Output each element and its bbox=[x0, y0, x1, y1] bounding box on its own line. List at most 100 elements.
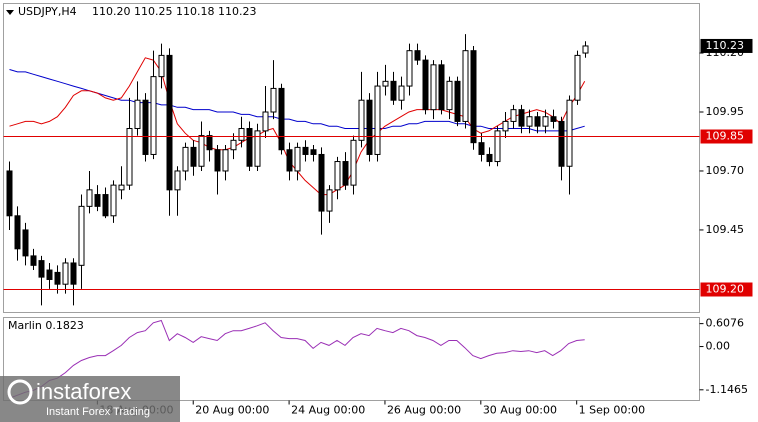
candle-body bbox=[526, 116, 533, 127]
y-tick-label: 0.6076 bbox=[706, 317, 745, 330]
candle-body bbox=[462, 50, 469, 122]
candle-body bbox=[374, 85, 381, 155]
candle-body bbox=[254, 130, 261, 167]
candle-body bbox=[366, 99, 373, 155]
candle-body bbox=[182, 146, 189, 172]
x-tick-label: 24 Aug 00:00 bbox=[291, 404, 365, 417]
candle-body bbox=[270, 87, 277, 113]
candle-body bbox=[62, 262, 69, 285]
candle-body bbox=[246, 128, 253, 167]
candle-body bbox=[38, 260, 45, 278]
level-tag bbox=[700, 282, 753, 297]
symbol-label: USDJPY,H4 bbox=[18, 5, 77, 18]
candle-body bbox=[230, 139, 237, 151]
candle-body bbox=[390, 80, 397, 101]
y-tick-label: 109.70 bbox=[706, 164, 745, 177]
candle-body bbox=[150, 76, 157, 155]
candle-body bbox=[382, 80, 389, 87]
candle-body bbox=[126, 128, 133, 186]
candle-body bbox=[278, 87, 285, 151]
y-tick-label: -1.1465 bbox=[706, 383, 748, 396]
indicator-title: Marlin 0.1823 bbox=[8, 319, 84, 332]
candle-body bbox=[54, 271, 61, 285]
candle-body bbox=[78, 205, 85, 266]
candle-body bbox=[502, 120, 509, 132]
candle-body bbox=[518, 109, 525, 127]
candle-body bbox=[22, 229, 29, 257]
logo-icon bbox=[7, 379, 33, 405]
level-label: 109.20 bbox=[706, 283, 745, 296]
level-tag bbox=[700, 129, 753, 144]
oscillator-line bbox=[9, 319, 585, 399]
x-tick-label: 1 Sep 00:00 bbox=[579, 404, 645, 417]
candle-body bbox=[350, 139, 357, 186]
candle-body bbox=[422, 59, 429, 111]
candle-body bbox=[574, 54, 581, 101]
y-tick-label: 109.45 bbox=[706, 223, 745, 236]
candle-body bbox=[302, 146, 309, 155]
candle-body bbox=[118, 184, 125, 191]
candle-body bbox=[214, 149, 221, 172]
candle-body bbox=[158, 54, 165, 78]
candle-body bbox=[222, 149, 229, 172]
candle-body bbox=[142, 99, 149, 155]
logo: instaforex Instant Forex Trading bbox=[0, 376, 180, 422]
plot-layer: 110.20109.95109.70109.45109.85109.20110.… bbox=[3, 34, 753, 417]
candle-body bbox=[198, 135, 205, 167]
candle-body bbox=[94, 194, 101, 207]
candle-body bbox=[166, 54, 173, 191]
price-tag bbox=[700, 38, 753, 53]
candle-body bbox=[550, 116, 557, 122]
candle-body bbox=[174, 170, 181, 191]
candle-body bbox=[326, 189, 333, 212]
candle-body bbox=[286, 149, 293, 172]
candle-body bbox=[318, 153, 325, 212]
x-tick-label: 20 Aug 00:00 bbox=[195, 404, 269, 417]
candle-body bbox=[334, 161, 341, 191]
moving-average bbox=[9, 69, 585, 132]
candle-body bbox=[454, 80, 461, 122]
collapse-arrow bbox=[6, 10, 14, 15]
candle-body bbox=[430, 64, 437, 111]
candle-body bbox=[206, 135, 213, 151]
candle-body bbox=[238, 128, 245, 141]
logo-tagline: Instant Forex Trading bbox=[46, 406, 150, 418]
candle-body bbox=[542, 116, 549, 127]
candle-body bbox=[582, 45, 589, 54]
price-label: 110.23 bbox=[706, 39, 745, 52]
x-tick-label: 26 Aug 00:00 bbox=[387, 404, 461, 417]
level-label: 109.85 bbox=[706, 130, 745, 143]
candle-body bbox=[470, 50, 477, 144]
candle-body bbox=[478, 142, 485, 155]
candle-body bbox=[294, 146, 301, 172]
candle-body bbox=[70, 262, 77, 285]
candle-body bbox=[310, 149, 317, 155]
y-tick-label: 109.95 bbox=[706, 105, 745, 118]
x-tick-label: 30 Aug 00:00 bbox=[483, 404, 557, 417]
candle-body bbox=[134, 99, 141, 130]
candle-body bbox=[558, 120, 565, 167]
candle-body bbox=[86, 189, 93, 207]
candle-body bbox=[398, 85, 405, 101]
candle-body bbox=[262, 111, 269, 132]
candle-body bbox=[190, 146, 197, 167]
candle-body bbox=[342, 161, 349, 186]
candle-body bbox=[438, 64, 445, 111]
candle-body bbox=[510, 109, 517, 122]
candle-body bbox=[406, 50, 413, 87]
candle-body bbox=[14, 215, 21, 250]
candle-body bbox=[358, 99, 365, 141]
candle-body bbox=[446, 80, 453, 111]
candle-body bbox=[414, 50, 421, 61]
ohlc-label: 110.20 110.25 110.18 110.23 bbox=[92, 5, 256, 18]
candle-body bbox=[46, 269, 53, 280]
y-tick-label: 0.00 bbox=[706, 340, 731, 353]
candle-body bbox=[6, 170, 13, 217]
candle-body bbox=[534, 116, 541, 127]
logo-name: instaforex bbox=[36, 379, 131, 404]
candle-body bbox=[486, 153, 493, 163]
candle-body bbox=[494, 130, 501, 163]
candle-body bbox=[110, 184, 117, 217]
